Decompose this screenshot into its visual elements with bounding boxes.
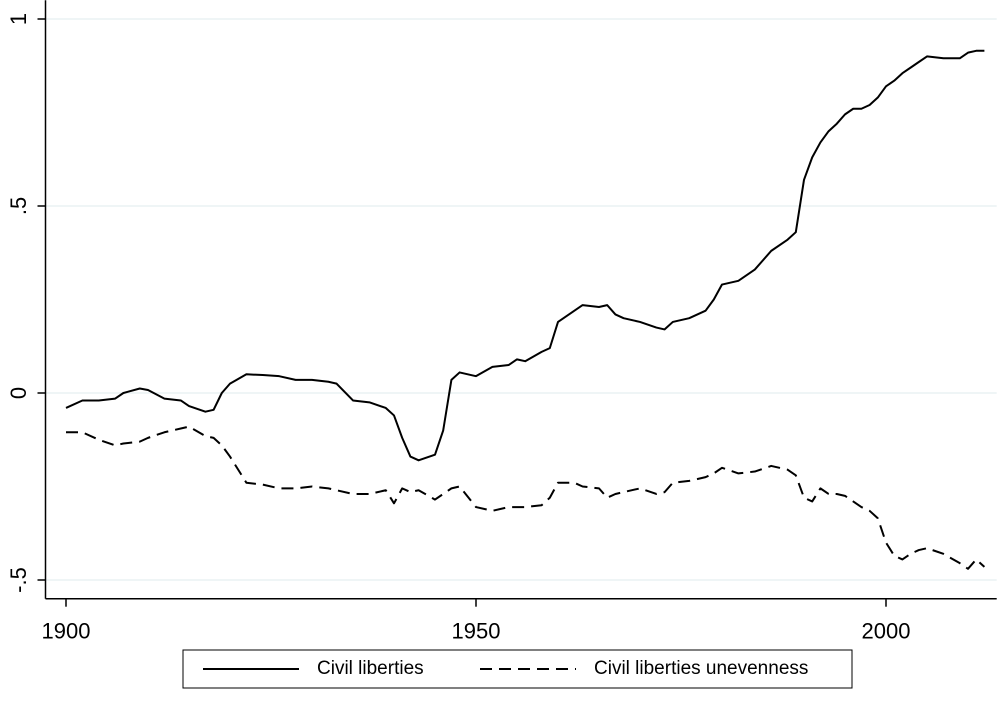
y-tick-label: .5 (6, 197, 31, 215)
y-tick-label: -.5 (6, 567, 31, 593)
y-tick-label: 0 (6, 387, 31, 399)
legend-label: Civil liberties unevenness (594, 658, 808, 679)
y-tick-label: 1 (6, 13, 31, 25)
x-tick-label: 1950 (452, 619, 501, 644)
legend-label: Civil liberties (317, 658, 424, 679)
x-tick-label: 1900 (42, 619, 91, 644)
series-line (66, 425, 986, 570)
x-tick-label: 2000 (862, 619, 911, 644)
series-line (65, 49, 985, 462)
